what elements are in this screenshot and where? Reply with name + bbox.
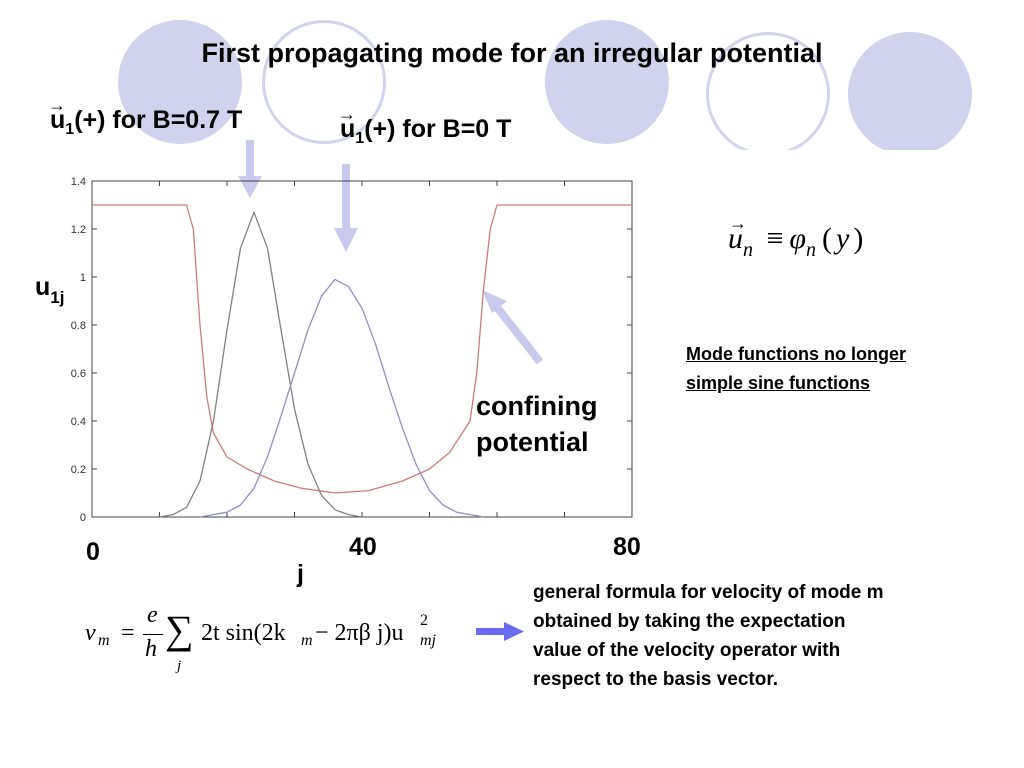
velocity-explanation: general formula for velocity of mode m o…: [533, 582, 884, 690]
chart: 0 0.2 0.4 0.6 0.8 1 1.2 1.4: [71, 176, 633, 524]
label-b07: → u1(+) for B=0.7 T: [48, 95, 243, 138]
mode-note: Mode functions no longer simple sine fun…: [686, 344, 906, 393]
x-tick-0: 0: [86, 538, 100, 566]
vector-arrow-icon: →: [48, 95, 66, 115]
up-left-arrow-icon: [482, 290, 544, 365]
y-tick-label: 0.6: [71, 368, 86, 380]
decor-circle: [545, 20, 669, 144]
y-tick-label: 0.4: [71, 416, 86, 428]
y-tick-label: 0.8: [71, 320, 86, 332]
y-tick-label: 1: [80, 272, 86, 284]
vector-u: → u: [338, 104, 356, 143]
right-arrow-icon: [476, 622, 524, 641]
x-tick-40: 40: [349, 533, 377, 561]
down-arrow-icon: [334, 164, 358, 252]
confining-potential-label: confining potential: [476, 391, 598, 457]
decor-circle: [118, 20, 242, 144]
decor-circle: [848, 32, 972, 156]
y-tick-label: 1.2: [71, 224, 86, 236]
series-line-0: [92, 204, 632, 494]
x-axis-label: j: [297, 560, 304, 588]
vector-arrow-icon: →: [729, 213, 747, 233]
series-line-2: [199, 278, 484, 518]
series-line-1: [159, 211, 363, 518]
decor-circle: [262, 20, 386, 144]
y-tick-label: 0: [80, 512, 86, 524]
plot-frame: [91, 180, 633, 518]
slide-title: First propagating mode for an irregular …: [201, 38, 823, 68]
velocity-equation: v m = e h ∑ j 2t sin(2k m − 2πβ j)u 2 mj: [85, 602, 436, 674]
y-axis-label: u1j: [35, 273, 65, 307]
y-tick-label: 0.2: [71, 464, 86, 476]
vector-u: → u: [728, 213, 747, 255]
label-b0: → u1(+) for B=0 T: [338, 104, 512, 147]
y-tick-label: 1.4: [71, 176, 86, 188]
vector-u: → u: [48, 95, 66, 134]
mode-equation: → un ≡ φn(y): [728, 213, 864, 261]
fraction-bar: [143, 634, 163, 635]
circle-mask: [0, 150, 1024, 210]
x-tick-80: 80: [613, 533, 641, 561]
vector-arrow-icon: →: [338, 104, 356, 124]
